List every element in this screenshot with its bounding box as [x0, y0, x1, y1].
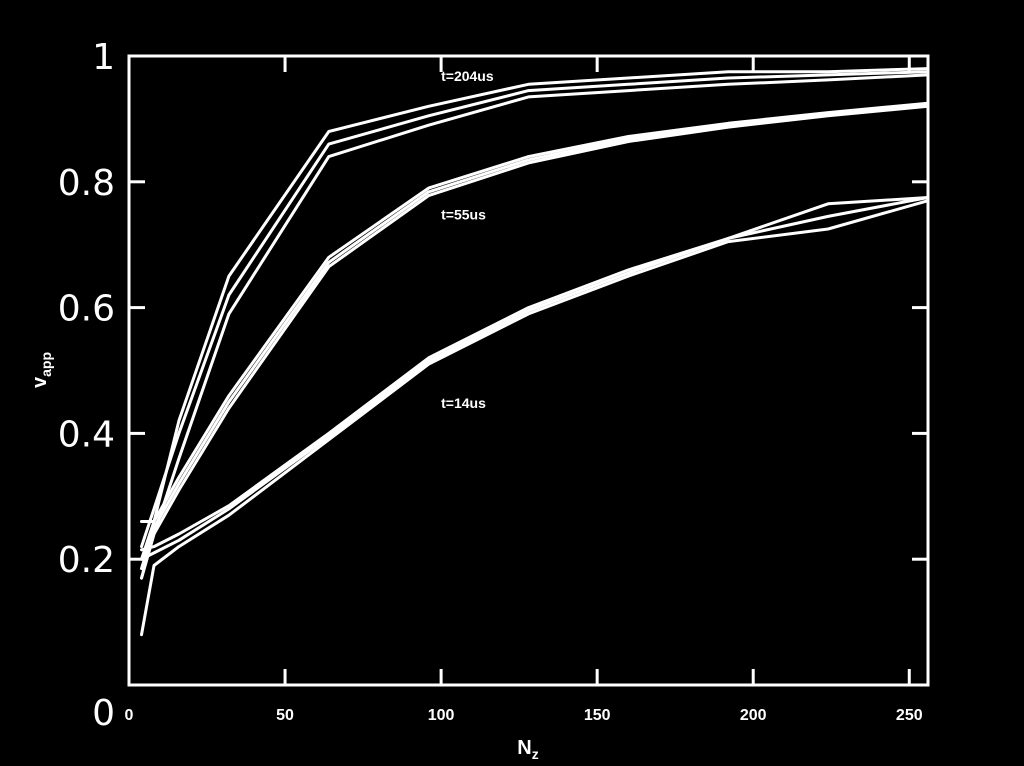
- y-tick-label-3: 0.6: [58, 289, 115, 330]
- x-axis-label-main: N: [517, 737, 531, 759]
- y-axis-label-sub: app: [38, 352, 54, 377]
- y-tick-label-1: 0.2: [58, 540, 115, 581]
- series-line-2-2: [140, 199, 930, 637]
- y-tick-label-4: 0.8: [58, 163, 115, 204]
- x-tick-label-1: 50: [276, 707, 294, 724]
- annotations: t=204us t=55us t=14us: [441, 68, 494, 411]
- series-line-1-2: [140, 104, 930, 580]
- series-annotation-0: t=204us: [441, 68, 494, 84]
- series-layer: [140, 67, 930, 637]
- y-tick-label-5: 1: [92, 37, 115, 78]
- series-line-1-0: [140, 101, 930, 561]
- x-axis-label: Nz: [517, 737, 538, 762]
- series-line-0-1: [140, 70, 930, 549]
- x-tick-label-2: 100: [428, 707, 455, 724]
- series-line-2-0: [140, 196, 930, 552]
- series-line-1-1: [140, 103, 930, 571]
- x-tick-label-5: 250: [896, 707, 923, 724]
- y-axis-label-main: v: [29, 376, 51, 388]
- series-annotation-2: t=14us: [441, 395, 486, 411]
- series-line-2-1: [140, 196, 930, 561]
- series-line-0-2: [140, 73, 930, 580]
- y-tick-label-0: 0: [92, 693, 115, 734]
- y-axis-label: vapp: [29, 352, 54, 388]
- x-tick-label-4: 200: [740, 707, 767, 724]
- x-tick-label-0: 0: [125, 707, 134, 724]
- x-axis-label-sub: z: [532, 746, 539, 762]
- x-tick-label-3: 150: [584, 707, 611, 724]
- axis-ticks: 0 50 100 150 200 250 0 0.2 0.4 0.6 0.8 1: [58, 37, 928, 734]
- series-annotation-1: t=55us: [441, 207, 486, 223]
- y-tick-label-2: 0.4: [58, 414, 115, 455]
- series-line-0-0: [140, 67, 930, 523]
- plot-frame: [127, 54, 930, 687]
